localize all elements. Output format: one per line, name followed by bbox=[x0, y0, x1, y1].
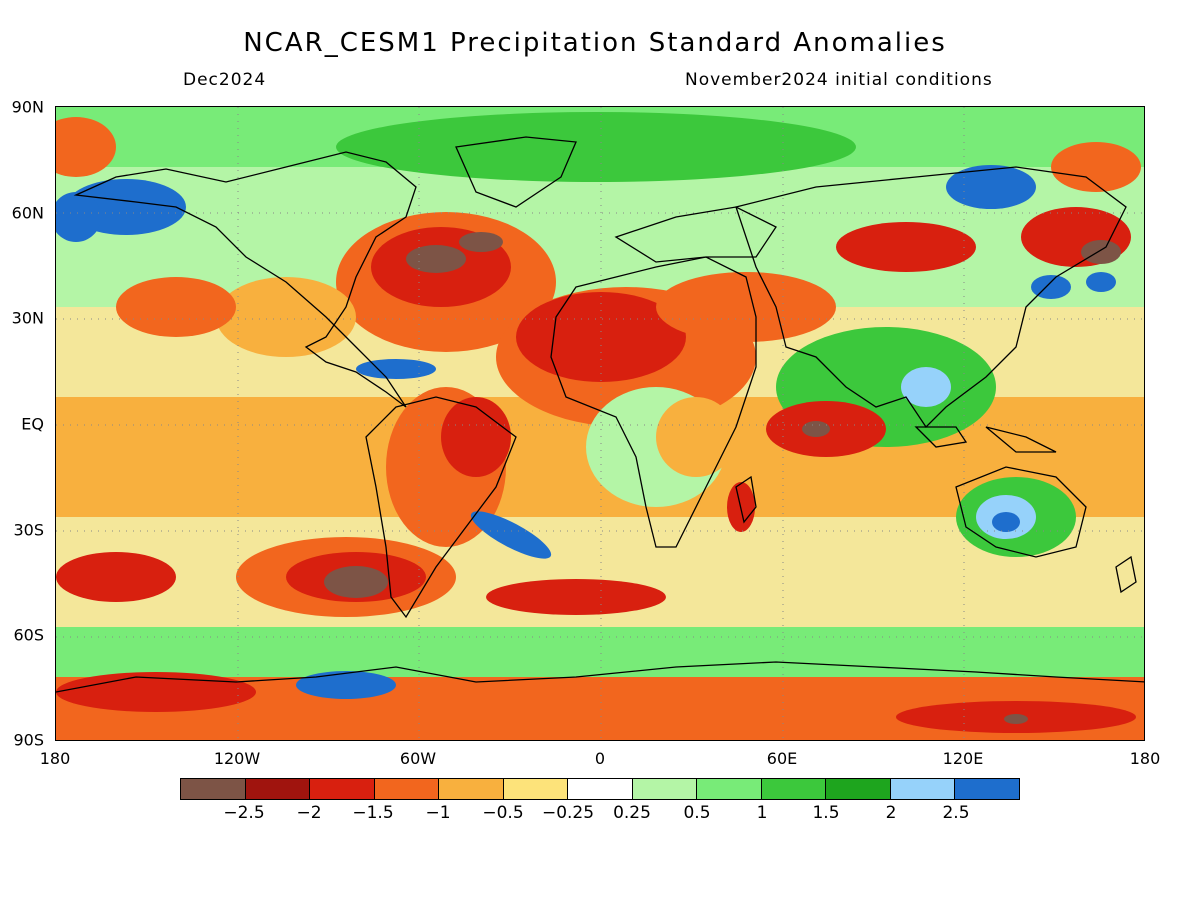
colorbar-label: 1 bbox=[756, 803, 768, 823]
lon-label-0: 0 bbox=[594, 749, 606, 768]
colorbar-swatch bbox=[374, 779, 440, 799]
southern-ocean-band bbox=[56, 627, 1144, 677]
colorbar-label: 1.5 bbox=[812, 803, 840, 823]
colorbar-swatch bbox=[310, 779, 375, 799]
colorbar-label: 2 bbox=[885, 803, 897, 823]
colorbar-swatch bbox=[181, 779, 246, 799]
initial-conditions-label: November2024 initial conditions bbox=[685, 70, 993, 90]
colorbar-label: −2.5 bbox=[223, 803, 265, 823]
colorbar-swatch bbox=[568, 779, 633, 799]
colorbar-label: −0.25 bbox=[541, 803, 595, 823]
graticule bbox=[56, 107, 1144, 740]
colorbar-label: −2 bbox=[296, 803, 322, 823]
colorbar-swatch bbox=[761, 779, 827, 799]
lat-label-90s: 90S bbox=[13, 730, 44, 750]
color-bar bbox=[180, 778, 1020, 800]
colorbar-label: −1.5 bbox=[352, 803, 394, 823]
colorbar-swatch bbox=[439, 779, 504, 799]
coastlines bbox=[56, 136, 1144, 693]
colorbar-swatch bbox=[826, 779, 891, 799]
colorbar-label: 0.25 bbox=[613, 803, 651, 823]
colorbar-swatch bbox=[503, 779, 569, 799]
lat-label-30s: 30S bbox=[13, 520, 44, 540]
lon-label-60e: 60E bbox=[766, 749, 798, 768]
colorbar-swatch bbox=[890, 779, 956, 799]
lat-label-60s: 60S bbox=[13, 625, 44, 645]
anomaly-map bbox=[55, 106, 1145, 741]
lon-label-120w: 120W bbox=[213, 749, 261, 768]
colorbar-swatch bbox=[697, 779, 762, 799]
lat-label-60n: 60N bbox=[11, 203, 44, 223]
colorbar-swatch bbox=[245, 779, 311, 799]
map-title: NCAR_CESM1 Precipitation Standard Anomal… bbox=[243, 28, 947, 58]
lat-label-eq: EQ bbox=[21, 414, 44, 434]
lon-label-180w: 180 bbox=[39, 749, 71, 768]
lat-label-30n: 30N bbox=[11, 308, 44, 328]
colorbar-label: 2.5 bbox=[942, 803, 970, 823]
colorbar-swatch bbox=[955, 779, 1019, 799]
lat-label-90n: 90N bbox=[11, 97, 44, 117]
colorbar-label: 0.5 bbox=[683, 803, 711, 823]
lon-label-60w: 60W bbox=[399, 749, 437, 768]
lon-label-180e: 180 bbox=[1129, 749, 1161, 768]
lon-label-120e: 120E bbox=[942, 749, 984, 768]
anomaly-field bbox=[56, 107, 1144, 740]
colorbar-label: −1 bbox=[425, 803, 451, 823]
colorbar-label: −0.5 bbox=[482, 803, 524, 823]
valid-month-label: Dec2024 bbox=[183, 70, 267, 90]
colorbar-swatch bbox=[632, 779, 698, 799]
